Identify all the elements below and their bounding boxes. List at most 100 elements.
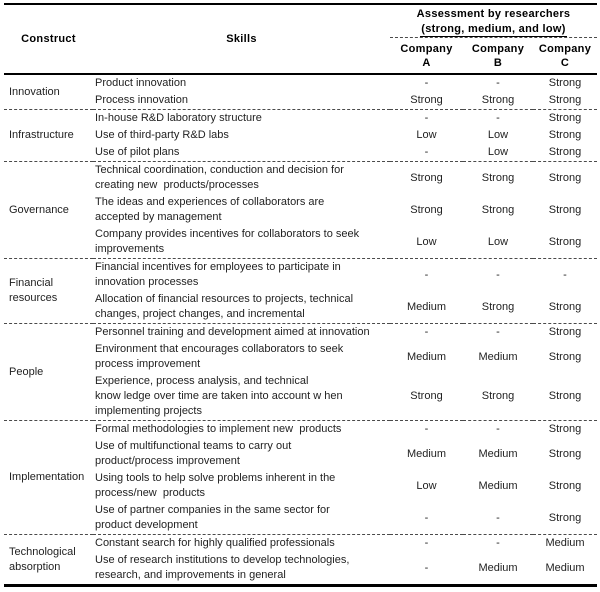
- assessment-table: Construct Skills Assessment by researche…: [4, 3, 597, 587]
- construct-cell: Financial resources: [4, 258, 93, 324]
- value-cell-company-a: Low: [416, 479, 437, 492]
- value-cell-company-a: -: [424, 146, 429, 158]
- assessment-column-header: Assessment by researchers (strong, mediu…: [390, 4, 597, 75]
- value-cell-company-b: Low: [487, 235, 509, 248]
- value-cell-company-a: -: [424, 511, 429, 524]
- table-row: Allocation of financial resources to pro…: [4, 291, 597, 324]
- company-a-header: Company A: [390, 42, 463, 70]
- table-row: Innovation Product innovation - - Strong: [4, 74, 597, 98]
- dashed-divider: [390, 37, 597, 38]
- value-cell-company-a: Medium: [406, 447, 447, 460]
- group-financial-resources: Financial resources Financial incentives…: [4, 258, 597, 324]
- table-row: The ideas and experiences of collaborato…: [4, 194, 597, 226]
- company-letter-c: C: [560, 57, 570, 69]
- group-governance: Governance Technical coordination, condu…: [4, 161, 597, 259]
- skill-cell: Environment that encourages collaborator…: [95, 343, 344, 370]
- company-letter-a: A: [422, 57, 431, 69]
- skill-cell: Financial incentives for employees to pa…: [93, 258, 390, 291]
- value-cell-company-c: Strong: [533, 420, 597, 438]
- skill-cell: Company provides incentives for collabor…: [95, 228, 360, 255]
- skill-cell: Personnel training and development aimed…: [93, 323, 390, 341]
- value-cell-company-a: Strong: [410, 390, 443, 402]
- company-letter-b: B: [493, 57, 503, 69]
- skill-cell: Process innovation: [95, 94, 188, 106]
- skill-cell: The ideas and experiences of collaborato…: [95, 196, 325, 223]
- value-cell-company-c: Strong: [548, 146, 582, 158]
- value-cell-company-b: -: [463, 420, 533, 438]
- assessment-title: Assessment by researchers: [416, 8, 571, 20]
- skill-cell: Technical coordination, conduction and d…: [93, 161, 390, 194]
- construct-cell: Implementation: [4, 420, 93, 535]
- construct-cell: Infrastructure: [4, 109, 93, 162]
- value-cell-company-a: -: [390, 258, 463, 291]
- value-cell-company-c: Strong: [548, 447, 582, 460]
- table-header: Construct Skills Assessment by researche…: [4, 4, 597, 75]
- value-cell-company-b: Strong: [463, 161, 533, 194]
- value-cell-company-c: Strong: [548, 203, 582, 216]
- assessment-table-figure: Construct Skills Assessment by researche…: [4, 3, 597, 587]
- table-row: Environment that encourages collaborator…: [4, 341, 597, 373]
- value-cell-company-c: Strong: [533, 323, 597, 341]
- value-cell-company-b: Strong: [481, 203, 515, 216]
- value-cell-company-a: -: [424, 561, 429, 574]
- value-cell-company-a: -: [390, 323, 463, 341]
- value-cell-company-b: -: [496, 77, 500, 89]
- value-cell-company-b: -: [463, 534, 533, 552]
- table-row: Governance Technical coordination, condu…: [4, 161, 597, 259]
- table-row: Infrastructure In-house R&D laboratory s…: [4, 109, 597, 162]
- assessment-subtitle: (strong, medium, and low): [420, 23, 567, 37]
- value-cell-company-a: -: [390, 534, 463, 552]
- value-cell-company-a: Strong: [410, 94, 443, 106]
- group-people: People Personnel training and developmen…: [4, 323, 597, 421]
- value-cell-company-c: Strong: [533, 161, 597, 194]
- skill-cell: Experience, process analysis, and techni…: [95, 375, 343, 417]
- value-cell-company-c: Strong: [533, 109, 597, 127]
- value-cell-company-c: Strong: [548, 479, 582, 492]
- value-cell-company-b: Medium: [478, 447, 518, 460]
- value-cell-company-b: -: [463, 109, 533, 127]
- skill-cell: Use of multifunctional teams to carry ou…: [95, 440, 292, 467]
- value-cell-company-c: Strong: [548, 129, 582, 141]
- skill-cell: Use of research institutions to develop …: [95, 554, 350, 581]
- value-cell-company-b: -: [463, 323, 533, 341]
- skill-cell: Use of third-party R&D labs: [95, 129, 229, 141]
- skills-column-header: Skills: [93, 4, 390, 75]
- value-cell-company-a: Strong: [410, 203, 443, 216]
- company-label: Company: [471, 43, 525, 55]
- value-cell-company-c: Strong: [548, 235, 582, 248]
- value-cell-company-a: Medium: [406, 350, 447, 363]
- group-technological-absorption: Technological absorption Constant search…: [4, 534, 597, 586]
- skill-cell: Product innovation: [95, 77, 187, 89]
- value-cell-company-c: Strong: [548, 94, 582, 106]
- header-row: Construct Skills Assessment by researche…: [4, 4, 597, 75]
- construct-cell: Innovation: [9, 85, 60, 98]
- table-row: Use of pilot plans - Low Strong: [4, 144, 597, 162]
- value-cell-company-c: Strong: [548, 390, 582, 402]
- skill-cell: In-house R&D laboratory structure: [93, 109, 390, 127]
- value-cell-company-b: Strong: [481, 300, 515, 313]
- value-cell-company-a: Low: [416, 235, 437, 248]
- company-label: Company: [400, 43, 453, 55]
- table-row: Financial resources Financial incentives…: [4, 258, 597, 324]
- construct-cell: Technological absorption: [4, 534, 93, 586]
- table-row: Using tools to help solve problems inher…: [4, 470, 597, 502]
- value-cell-company-b: -: [463, 258, 533, 291]
- company-c-header: Company C: [533, 42, 597, 70]
- value-cell-company-c: Strong: [548, 77, 582, 89]
- company-label: Company: [538, 43, 592, 55]
- company-headers: Company A Company B Company C: [390, 39, 597, 70]
- assessment-subtitle-row: (strong, medium, and low): [390, 22, 597, 39]
- table-row: Implementation Formal methodologies to i…: [4, 420, 597, 535]
- skill-cell: Formal methodologies to implement new pr…: [93, 420, 390, 438]
- value-cell-company-c: Medium: [545, 561, 585, 574]
- group-infrastructure: Infrastructure In-house R&D laboratory s…: [4, 109, 597, 162]
- value-cell-company-b: -: [496, 511, 500, 524]
- table-row: Technological absorption Constant search…: [4, 534, 597, 586]
- skill-cell: Constant search for highly qualified pro…: [93, 534, 390, 552]
- value-cell-company-b: Medium: [478, 561, 518, 574]
- skill-cell: Use of partner companies in the same sec…: [95, 504, 330, 531]
- table-row: Use of third-party R&D labs Low Low Stro…: [4, 127, 597, 144]
- value-cell-company-b: Medium: [478, 479, 518, 492]
- value-cell-company-c: Strong: [548, 300, 582, 313]
- table-row: Use of partner companies in the same sec…: [4, 502, 597, 535]
